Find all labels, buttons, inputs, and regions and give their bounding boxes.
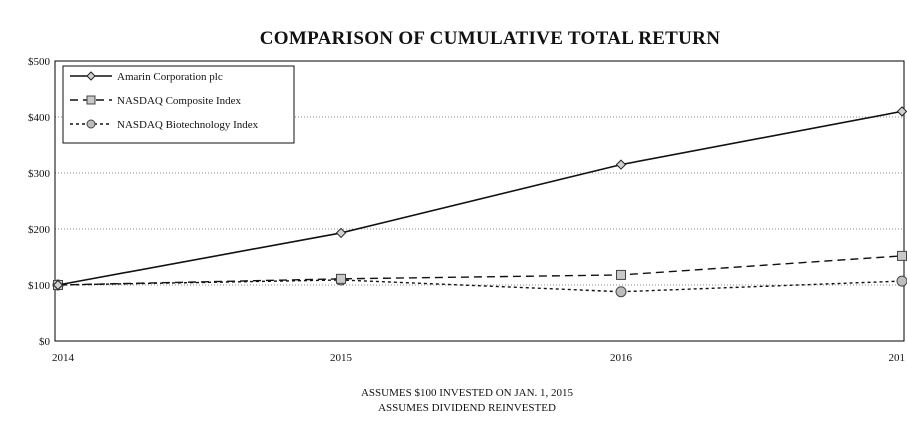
series-0-point-1 — [335, 227, 347, 239]
y-tick-label-0: $0 — [39, 336, 51, 348]
x-tick-label-201: 201 — [889, 352, 906, 364]
series-line-1 — [57, 255, 903, 286]
x-tick-label-2015: 2015 — [330, 352, 353, 364]
legend-label-1: NASDAQ Composite Index — [117, 95, 242, 107]
series-2-point-2 — [615, 286, 627, 298]
y-tick-label-100: $100 — [28, 280, 51, 292]
x-tick-label-2016: 2016 — [610, 352, 633, 364]
legend-marker-0 — [86, 71, 96, 81]
legend-label-2: NASDAQ Biotechnology Index — [117, 119, 259, 131]
footnote-dividend: ASSUMES DIVIDEND REINVESTED — [378, 402, 556, 414]
legend-marker-1 — [86, 95, 96, 105]
series-layer — [52, 106, 907, 298]
x-tick-label-2014: 2014 — [52, 352, 75, 364]
legend: Amarin Corporation plc NASDAQ Composite I… — [62, 65, 295, 144]
chart-title: COMPARISON OF CUMULATIVE TOTAL RETURN — [260, 28, 720, 49]
y-tick-label-200: $200 — [28, 224, 51, 236]
footnote-investment: ASSUMES $100 INVESTED ON JAN. 1, 2015 — [361, 387, 574, 399]
series-1-point-3 — [897, 250, 907, 261]
legend-label-0: Amarin Corporation plc — [117, 71, 223, 83]
series-line-0 — [57, 110, 903, 286]
y-tick-label-400: $400 — [28, 112, 51, 124]
series-0-point-0 — [52, 279, 64, 291]
series-1-point-2 — [616, 269, 626, 280]
series-0-point-2 — [615, 159, 627, 170]
series-2-point-3 — [896, 275, 907, 287]
y-tick-label-500: $500 — [28, 56, 51, 68]
legend-marker-2 — [86, 119, 96, 129]
y-tick-label-300: $300 — [28, 168, 51, 180]
plot-area-border — [54, 60, 905, 342]
series-0-point-3 — [896, 106, 907, 117]
series-1-point-1 — [336, 273, 346, 284]
series-line-2 — [57, 279, 903, 293]
tick-layer: $0 $100 $200 $300 $400 $500 2014 2015 2016 201 — [28, 56, 905, 364]
legend-box — [62, 65, 295, 144]
